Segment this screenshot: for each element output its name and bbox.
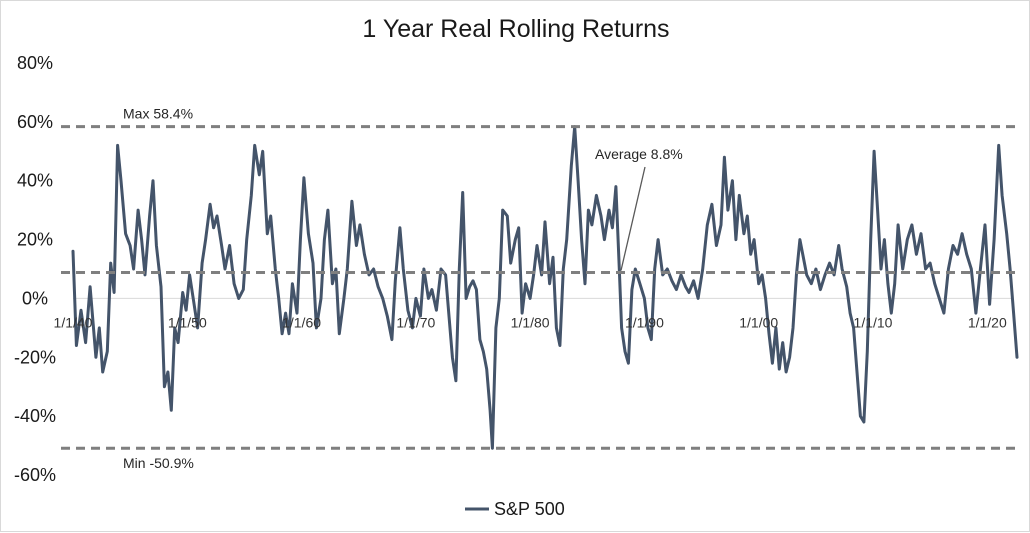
series-line-sp500 (71, 125, 1019, 450)
average-label-leader (620, 166, 646, 271)
reference-lines (61, 125, 1017, 450)
max-label: Max 58.4% (123, 106, 193, 122)
x-tick-label: 1/1/70 (396, 314, 435, 330)
reference-line-labels: Max 58.4% Min -50.9% Average 8.8% (123, 106, 683, 472)
x-tick-label: 1/1/40 (54, 314, 93, 330)
legend: S&P 500 (465, 499, 565, 519)
y-axis-tick-labels: 80% 60% 40% 20% 0% -20% -40% -60% (14, 53, 56, 485)
series-group (71, 125, 1019, 450)
y-tick-label: -20% (14, 347, 56, 367)
x-tick-label: 1/1/60 (282, 314, 321, 330)
y-tick-label: -40% (14, 406, 56, 426)
x-tick-label: 1/1/90 (625, 314, 664, 330)
y-tick-label: 80% (17, 53, 53, 73)
chart-title: 1 Year Real Rolling Returns (362, 15, 669, 43)
legend-label-sp500: S&P 500 (494, 499, 565, 519)
x-tick-label: 1/1/00 (739, 314, 778, 330)
average-label: Average 8.8% (595, 146, 683, 162)
min-label: Min -50.9% (123, 455, 194, 471)
y-tick-label: 60% (17, 112, 53, 132)
y-tick-label: 20% (17, 230, 53, 250)
x-tick-label: 1/1/50 (168, 314, 207, 330)
y-tick-label: 40% (17, 171, 53, 191)
x-tick-label: 1/1/20 (968, 314, 1007, 330)
x-tick-label: 1/1/10 (854, 314, 893, 330)
y-tick-label: 0% (22, 288, 48, 308)
y-tick-label: -60% (14, 465, 56, 485)
x-axis-tick-labels: 1/1/40 1/1/50 1/1/60 1/1/70 1/1/80 1/1/90 1/1/… (54, 314, 1007, 330)
x-tick-label: 1/1/80 (511, 314, 550, 330)
